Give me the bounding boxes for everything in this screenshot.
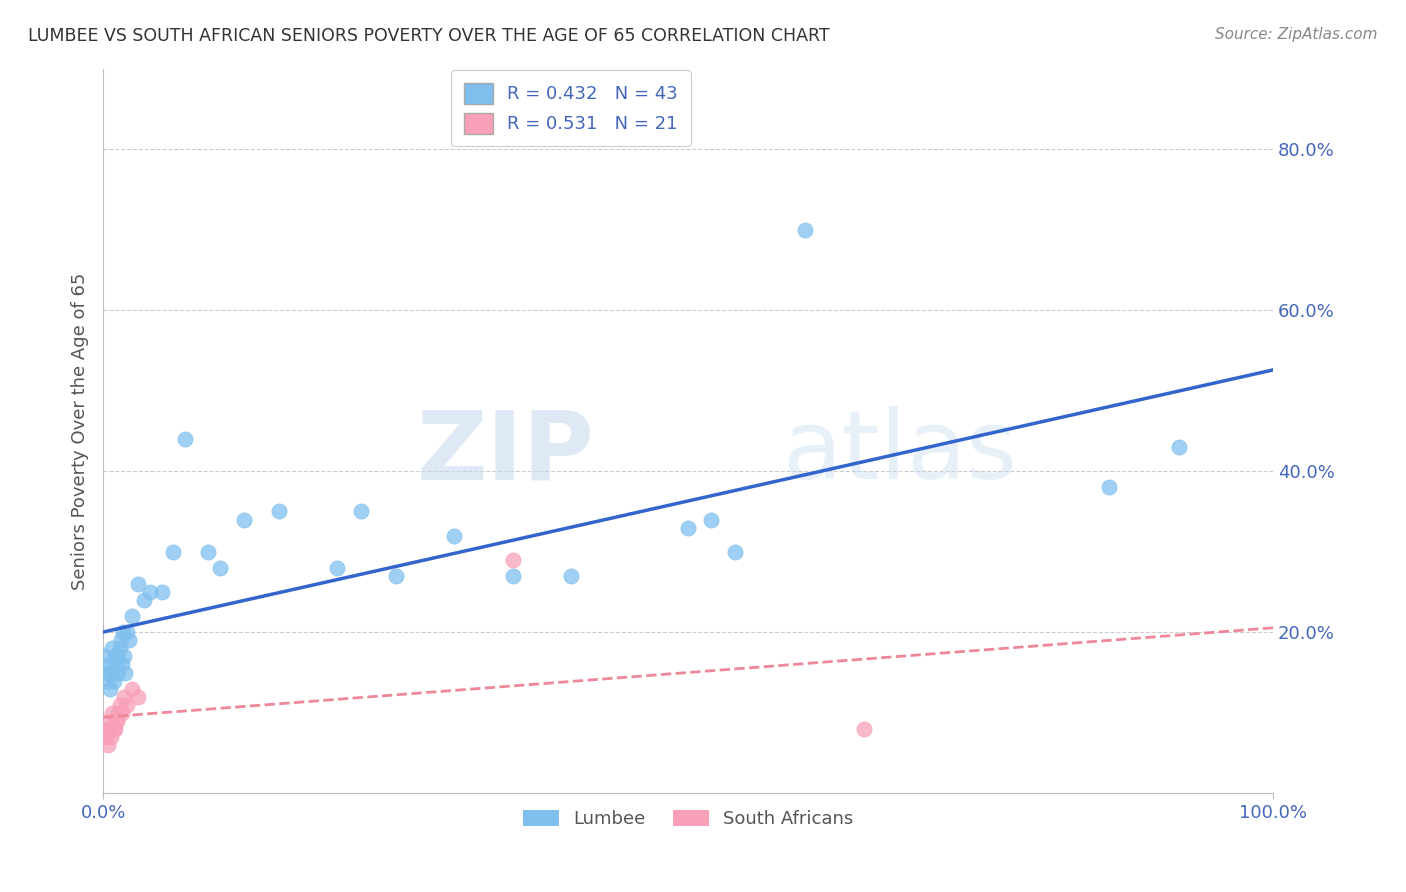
Point [118,633,141,648]
Point [127,690,149,704]
Point [98,681,121,696]
Point [108,698,131,712]
Point [100,730,122,744]
Text: LUMBEE VS SOUTH AFRICAN SENIORS POVERTY OVER THE AGE OF 65 CORRELATION CHART: LUMBEE VS SOUTH AFRICAN SENIORS POVERTY … [28,27,830,45]
Point [105,714,128,728]
Point [114,665,136,680]
Point [98,722,121,736]
Point [502,553,524,567]
Point [326,561,349,575]
Point [104,657,127,672]
Point [676,520,699,534]
Point [150,585,173,599]
Point [127,577,149,591]
Point [97,738,120,752]
Point [104,722,127,736]
Point [852,722,875,736]
Point [121,681,143,696]
Point [98,657,121,672]
Point [560,569,582,583]
Point [232,512,254,526]
Legend: Lumbee, South Africans: Lumbee, South Africans [516,802,860,835]
Point [105,714,128,728]
Point [1098,480,1121,494]
Point [115,698,138,712]
Text: ZIP: ZIP [416,406,595,500]
Point [103,673,125,688]
Point [267,504,290,518]
Point [96,665,118,680]
Point [105,649,128,664]
Point [94,649,117,664]
Point [98,714,121,728]
Point [101,641,124,656]
Point [111,625,134,640]
Point [724,545,747,559]
Text: atlas: atlas [782,406,1017,500]
Point [1168,440,1191,454]
Point [107,706,129,720]
Point [384,569,406,583]
Point [112,649,135,664]
Point [162,545,184,559]
Point [110,633,132,648]
Point [96,722,118,736]
Point [132,593,155,607]
Point [93,730,115,744]
Point [174,432,197,446]
Point [111,657,134,672]
Point [101,706,124,720]
Point [100,665,122,680]
Point [700,512,723,526]
Point [97,673,120,688]
Point [349,504,371,518]
Point [197,545,219,559]
Point [112,690,135,704]
Y-axis label: Seniors Poverty Over the Age of 65: Seniors Poverty Over the Age of 65 [72,272,89,590]
Point [139,585,162,599]
Point [107,665,129,680]
Point [121,609,143,624]
Point [105,649,128,664]
Point [103,722,125,736]
Point [115,625,138,640]
Text: Source: ZipAtlas.com: Source: ZipAtlas.com [1215,27,1378,42]
Point [108,641,131,656]
Point [111,706,134,720]
Point [502,569,524,583]
Point [443,528,465,542]
Point [209,561,232,575]
Point [94,730,117,744]
Point [794,222,817,236]
